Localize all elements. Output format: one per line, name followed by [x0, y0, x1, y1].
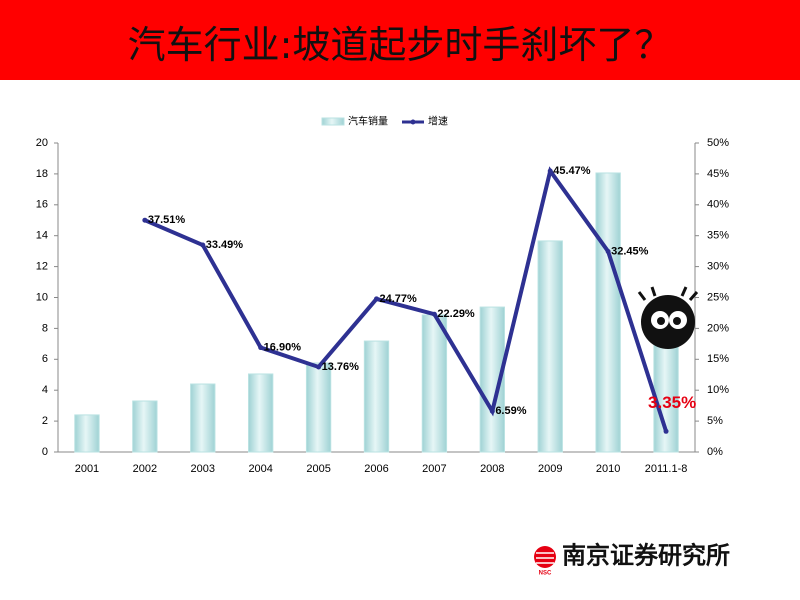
data-label: 32.45% — [611, 245, 649, 257]
bar — [421, 314, 448, 453]
y-tick-label: 0 — [42, 446, 48, 458]
bar — [363, 340, 390, 453]
x-tick-label: 2008 — [480, 463, 504, 475]
y2-tick-label: 35% — [707, 230, 729, 242]
data-label: 24.77% — [380, 293, 418, 305]
bar — [653, 343, 679, 453]
x-tick-label: 2006 — [364, 463, 388, 475]
slide-title: 汽车行业:坡道起步时手刹坏了？ — [128, 23, 673, 67]
point — [258, 345, 264, 351]
y2-tick-label: 30% — [707, 261, 729, 273]
x-tick-label: 2011.1-8 — [645, 463, 688, 475]
y-tick-label: 16 — [36, 199, 48, 211]
bar — [537, 240, 563, 453]
bar — [595, 172, 621, 453]
x-tick-label: 2009 — [538, 463, 562, 475]
y2-tick-label: 40% — [707, 199, 729, 211]
y-tick-label: 18 — [36, 168, 48, 180]
data-label: 37.51% — [148, 214, 186, 226]
bar — [190, 383, 216, 453]
x-tick-label: 2002 — [133, 463, 157, 475]
point — [374, 296, 379, 302]
bar — [248, 373, 274, 453]
point — [142, 217, 148, 223]
x-tick-label: 2007 — [422, 463, 446, 475]
mascot-icon — [637, 286, 699, 349]
point — [605, 248, 611, 254]
legend-swatch — [410, 119, 416, 125]
y-tick-label: 2 — [42, 415, 48, 427]
bar — [305, 362, 332, 453]
data-label: 13.76% — [322, 361, 360, 373]
point — [663, 428, 669, 434]
data-label: 6.59% — [495, 405, 526, 417]
y2-tick-label: 45% — [707, 168, 729, 180]
bar — [132, 400, 158, 453]
line — [144, 166, 668, 432]
bar — [74, 414, 100, 453]
data-label: 33.49% — [206, 239, 244, 251]
point — [316, 364, 322, 370]
y-tick-label: 20 — [36, 137, 48, 149]
data-label: 22.29% — [437, 308, 475, 320]
data-label: 45.47% — [553, 165, 591, 177]
y-tick-label: 10 — [36, 291, 48, 303]
y2-tick-label: 20% — [707, 322, 729, 334]
title-banner — [0, 0, 800, 80]
legend-label: 增速 — [428, 115, 448, 128]
y-tick-label: 8 — [42, 322, 48, 334]
x-tick-label: 2010 — [596, 463, 620, 475]
logo-text: NSC — [539, 571, 552, 577]
legend-label: 汽车销量 — [348, 115, 388, 128]
y2-tick-label: 0% — [707, 446, 723, 458]
x-tick-label: 2005 — [306, 463, 330, 475]
chart: 0 2 4 6 8 10 12 14 16 18 20 0% 5% 10% 15% 20% 25% 30% 35% 4… — [36, 115, 729, 475]
x-tick-label: 2003 — [191, 463, 215, 475]
x-tick-label: 2004 — [248, 463, 272, 475]
org-name: 南京证券研究所 — [562, 541, 730, 570]
point — [431, 311, 437, 317]
y2-tick-label: 5% — [707, 415, 723, 427]
y2-tick-label: 15% — [707, 353, 729, 365]
y2-tick-label: 25% — [707, 291, 729, 303]
point — [489, 408, 495, 414]
point — [547, 168, 553, 174]
legend-swatch — [321, 117, 345, 126]
y2-tick-label: 10% — [707, 384, 729, 396]
y-tick-label: 12 — [36, 261, 48, 273]
data-label: 16.90% — [264, 341, 302, 353]
footer-logo: NSC 南京证券研究所 — [534, 541, 730, 577]
y-tick-label: 14 — [36, 230, 48, 242]
point — [200, 242, 206, 248]
y-tick-label: 6 — [42, 353, 48, 365]
data-label: 3.35% — [648, 393, 696, 412]
y2-tick-label: 50% — [707, 137, 729, 149]
y-tick-label: 4 — [42, 384, 48, 396]
x-tick-label: 2001 — [75, 463, 99, 475]
